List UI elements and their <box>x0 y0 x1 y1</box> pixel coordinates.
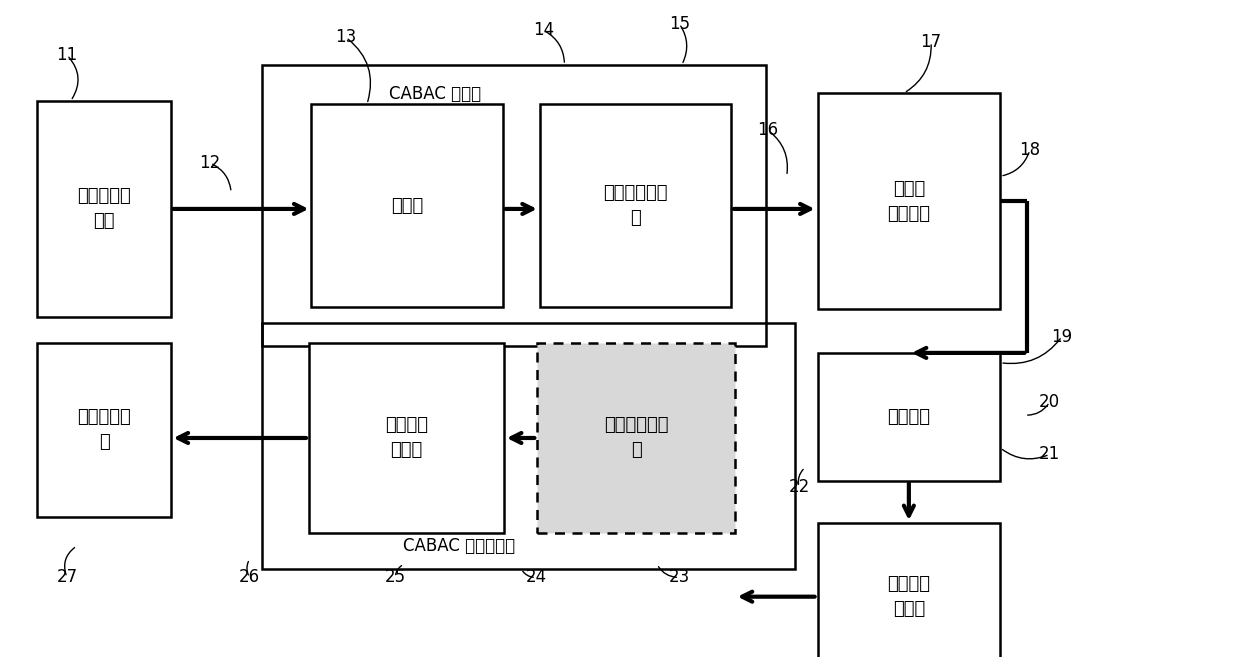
Text: 23: 23 <box>668 568 689 586</box>
Bar <box>539 104 732 307</box>
Text: 噪声信道: 噪声信道 <box>888 408 930 426</box>
Text: 15: 15 <box>668 15 689 33</box>
Bar <box>37 343 171 517</box>
Text: 信道编
码，调制: 信道编 码，调制 <box>888 180 930 222</box>
Text: 27: 27 <box>56 568 78 586</box>
Text: 26: 26 <box>239 568 260 586</box>
Text: 16: 16 <box>758 121 779 139</box>
Bar <box>309 343 503 533</box>
Bar <box>537 343 735 533</box>
Text: 17: 17 <box>920 33 941 51</box>
Text: 联合变长
码解码: 联合变长 码解码 <box>384 416 428 459</box>
Text: 14: 14 <box>533 21 554 39</box>
Text: 21: 21 <box>1039 446 1060 463</box>
Text: 12: 12 <box>200 154 221 172</box>
Text: 解调，信
道解码: 解调，信 道解码 <box>888 575 930 618</box>
Text: 19: 19 <box>1052 327 1073 346</box>
Text: 联合算术码解
码: 联合算术码解 码 <box>604 416 668 459</box>
Bar <box>262 323 795 569</box>
Bar <box>311 104 502 307</box>
Text: CABAC 联合解码器: CABAC 联合解码器 <box>403 537 516 555</box>
Text: 估计符号序
列: 估计符号序 列 <box>77 409 131 451</box>
Bar <box>37 101 171 317</box>
Text: 22: 22 <box>789 478 810 496</box>
Text: 18: 18 <box>1019 141 1040 159</box>
Text: 13: 13 <box>335 28 357 46</box>
Bar <box>817 523 1001 660</box>
Text: 二值算术码编
码: 二值算术码编 码 <box>603 184 667 227</box>
Text: 24: 24 <box>526 568 547 586</box>
Bar <box>817 353 1001 480</box>
Bar <box>262 65 765 347</box>
Text: 20: 20 <box>1039 393 1060 411</box>
Text: 11: 11 <box>56 46 78 64</box>
Bar <box>817 93 1001 309</box>
Text: CABAC 编码器: CABAC 编码器 <box>389 85 481 104</box>
Text: 多媒体符号
序列: 多媒体符号 序列 <box>77 187 131 230</box>
Text: 二值化: 二值化 <box>391 197 423 214</box>
Text: 25: 25 <box>384 568 405 586</box>
